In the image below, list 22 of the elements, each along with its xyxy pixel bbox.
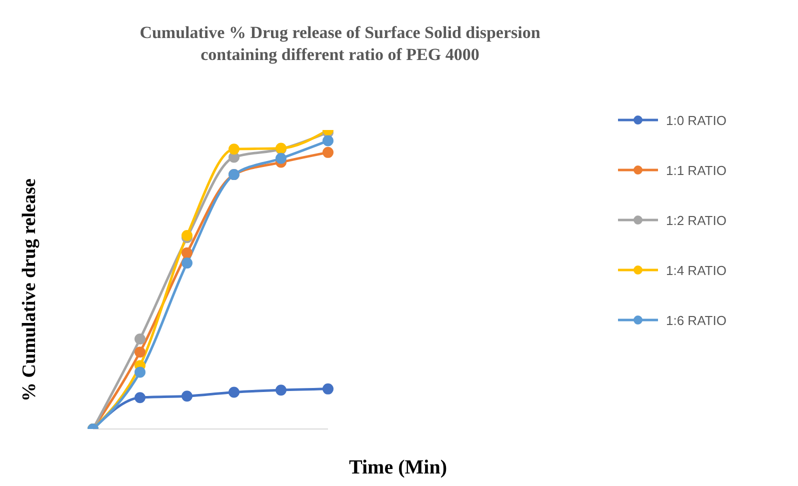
point <box>228 144 240 155</box>
chart-title: Cumulative % Drug release of Surface Solid dispersion containing different ratio of PEG 4000 <box>138 22 542 66</box>
point <box>276 152 286 164</box>
legend-label: 1:4 RATIO <box>666 262 726 278</box>
point <box>182 390 192 402</box>
legend-label: 1:2 RATIO <box>666 212 726 228</box>
legend-label: 1:0 RATIO <box>666 112 726 128</box>
point <box>134 366 146 378</box>
point <box>134 334 146 344</box>
point <box>322 135 334 146</box>
point <box>182 258 192 269</box>
x-axis-title: Time (Min) <box>349 456 447 480</box>
point <box>134 346 146 358</box>
legend-label: 1:1 RATIO <box>666 162 726 178</box>
point <box>322 383 334 394</box>
point <box>182 247 192 258</box>
y-axis-title: % Cumulative drug release <box>19 178 41 402</box>
point <box>276 384 286 396</box>
point <box>322 146 334 158</box>
legend-label: 1:6 RATIO <box>666 312 726 328</box>
point <box>228 386 240 398</box>
point <box>134 392 146 404</box>
